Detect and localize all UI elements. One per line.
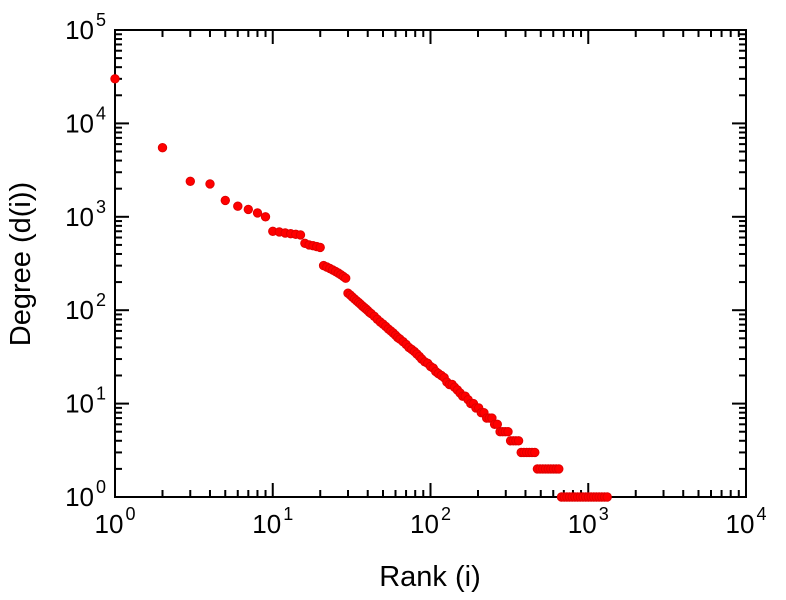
y-tick-label: 10 0 — [65, 477, 106, 512]
axis-tick-labels-layer: 10 0 10 1 10 2 10 3 10 4 10 0 10 1 10 2 10 3 10 4 10 5 — [65, 10, 766, 539]
data-point — [252, 208, 263, 218]
y-tick-label: 10 2 — [65, 290, 106, 325]
data-point — [233, 201, 243, 211]
data-point — [205, 179, 215, 189]
y-tick-label: 10 4 — [65, 103, 106, 138]
x-tick-label: 10 0 — [95, 504, 136, 539]
data-point — [110, 74, 120, 84]
data-point — [315, 242, 325, 253]
plot-frame-layer — [114, 29, 747, 498]
data-point — [295, 230, 306, 240]
data-point — [513, 436, 524, 446]
data-point — [602, 492, 612, 502]
x-axis-title: Rank (i) — [379, 561, 481, 593]
y-axis-title: Degree (d(i)) — [5, 182, 37, 346]
data-point — [503, 427, 513, 437]
y-tick-label: 10 5 — [65, 10, 106, 45]
x-tick-label: 10 4 — [726, 504, 767, 539]
data-point — [157, 143, 168, 153]
data-point — [260, 212, 271, 222]
data-point — [220, 195, 231, 206]
y-tick-label: 10 1 — [65, 384, 106, 419]
x-tick-label: 10 2 — [410, 504, 451, 539]
plot-frame — [114, 29, 747, 498]
data-point — [185, 176, 196, 187]
x-tick-label: 10 3 — [568, 504, 609, 539]
axis-ticks-layer — [114, 29, 747, 498]
data-point — [530, 447, 540, 458]
data-point — [341, 273, 351, 283]
data-points-layer — [110, 74, 612, 502]
y-tick-label: 10 3 — [65, 197, 106, 232]
data-point — [554, 464, 564, 474]
data-point — [243, 204, 254, 215]
x-tick-label: 10 1 — [252, 504, 293, 539]
